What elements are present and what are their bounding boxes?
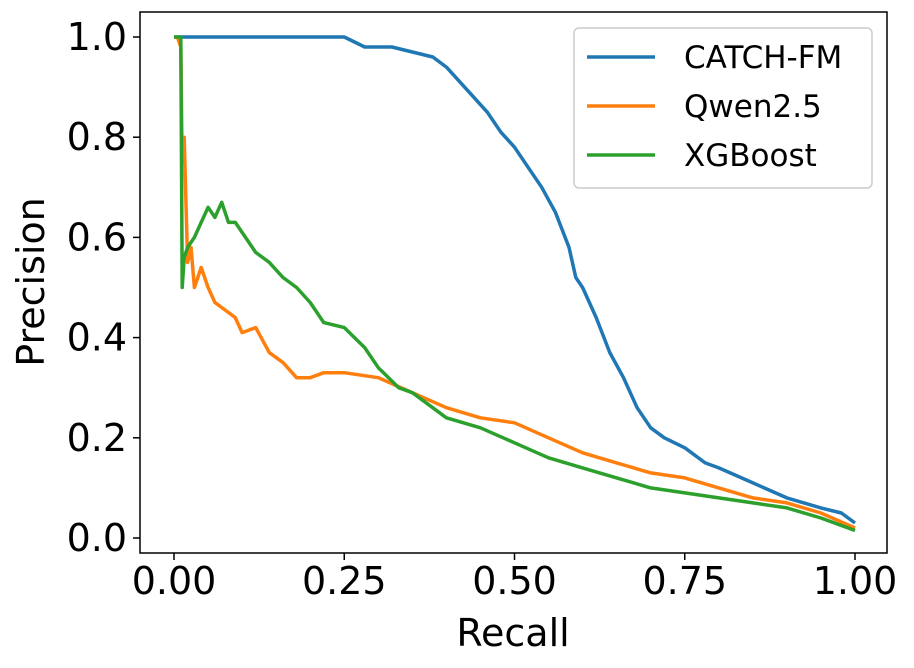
legend-label-1: Qwen2.5 <box>684 89 822 125</box>
series-line-1 <box>175 36 856 530</box>
legend-box <box>573 27 873 189</box>
series-line-2 <box>174 35 856 533</box>
legend-label-0: CATCH-FM <box>684 40 842 76</box>
ticks-layer: 0.00 0.25 0.50 0.75 1.00 0.0 0.2 0.4 0.6 0.8 1.0 <box>67 15 898 603</box>
y-tick-label: 0.6 <box>67 215 127 259</box>
series-line-0 <box>174 35 857 525</box>
x-tick-label: 0.50 <box>472 559 557 603</box>
y-tick-label: 0.2 <box>67 416 127 460</box>
x-tick-label: 1.00 <box>813 559 898 603</box>
y-axis-label: Precision <box>9 197 53 367</box>
legend-label-2: XGBoost <box>684 138 817 174</box>
x-axis-label: Recall <box>456 611 569 655</box>
plot-frame <box>139 11 888 554</box>
y-tick-label: 0.8 <box>67 115 127 159</box>
y-tick-label: 0.0 <box>67 516 127 560</box>
y-tick-label: 0.4 <box>67 316 127 360</box>
y-tick-label: 1.0 <box>67 15 127 59</box>
x-tick-label: 0.25 <box>302 559 387 603</box>
legend-items: CATCH-FM Qwen2.5 XGBoost <box>587 40 842 174</box>
x-tick-label: 0.00 <box>132 559 217 603</box>
series-layer <box>174 35 857 533</box>
x-tick-label: 0.75 <box>642 559 727 603</box>
legend: CATCH-FM Qwen2.5 XGBoost <box>573 27 873 189</box>
